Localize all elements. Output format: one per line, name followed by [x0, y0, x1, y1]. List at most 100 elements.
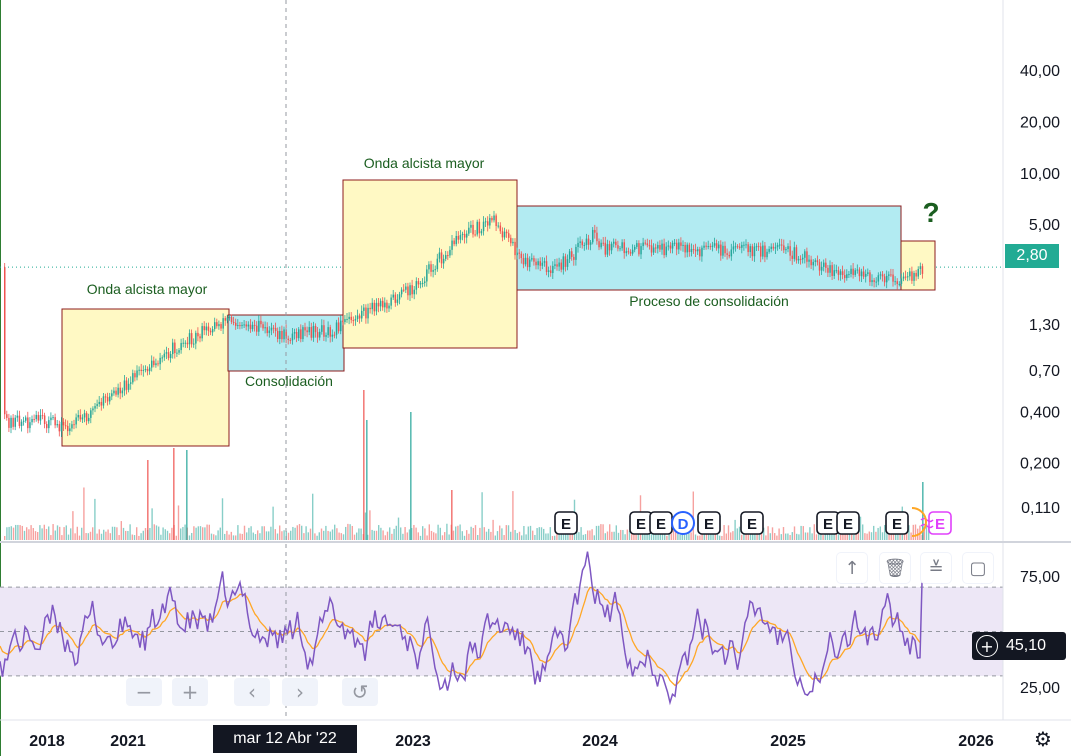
candle-body: [98, 401, 100, 405]
candle-body: [50, 417, 52, 421]
volume-bar: [92, 527, 94, 540]
earnings-marker[interactable]: D: [671, 511, 695, 535]
earnings-marker[interactable]: E: [928, 511, 952, 535]
volume-bar: [191, 532, 193, 540]
volume-histogram: [4, 390, 930, 540]
arrow-up-icon[interactable]: ↑: [837, 553, 867, 583]
marker-letter: E: [704, 516, 714, 533]
earnings-marker[interactable]: E: [885, 511, 909, 535]
trash-icon[interactable]: 🗑: [880, 553, 910, 583]
volume-bar: [307, 532, 309, 540]
candle-body: [554, 264, 556, 266]
volume-bar: [686, 532, 688, 540]
volume-bar: [122, 527, 125, 540]
candle-body: [58, 424, 61, 432]
candle-body: [361, 310, 363, 319]
candle-body: [703, 245, 705, 248]
volume-bar: [221, 498, 224, 540]
volume-bar: [868, 531, 870, 540]
volume-bar: [701, 531, 703, 540]
candle-body: [453, 240, 455, 245]
candle-body: [478, 221, 481, 234]
volume-bar: [430, 530, 433, 540]
earnings-marker[interactable]: E: [740, 511, 764, 535]
add-plus-icon[interactable]: +: [976, 635, 998, 657]
annotation-box: [61, 308, 230, 447]
volume-bar: [730, 532, 732, 540]
gear-icon[interactable]: ⚙: [1034, 727, 1052, 751]
plus-icon[interactable]: +: [172, 678, 208, 706]
volume-bar: [688, 532, 690, 540]
volume-bar: [510, 531, 512, 540]
time-tick-label: 2024: [582, 733, 618, 750]
reset-icon[interactable]: ↺: [342, 678, 378, 706]
collapse-icon[interactable]: ≚: [921, 553, 951, 583]
volume-bar: [287, 532, 290, 540]
candle-body: [130, 382, 132, 384]
candle-body: [461, 233, 464, 236]
earnings-marker[interactable]: E: [629, 511, 653, 535]
candle-body: [235, 322, 237, 326]
volume-bar: [239, 533, 241, 540]
volume-bar: [193, 526, 195, 540]
candle-body: [293, 331, 296, 334]
annotation-label: Consolidación: [245, 373, 333, 389]
volume-bar: [28, 529, 30, 540]
volume-bar: [195, 527, 197, 540]
volume-bar: [316, 535, 318, 540]
rsi-value-tag[interactable]: + 45,10: [972, 632, 1066, 660]
candle-body: [174, 342, 176, 354]
volume-bar: [329, 531, 331, 540]
chevron-left-icon[interactable]: ‹: [234, 678, 270, 706]
volume-bar: [525, 534, 527, 540]
volume-bar: [318, 532, 320, 540]
candle-body: [96, 404, 98, 407]
candle-body: [581, 241, 583, 246]
maximize-icon[interactable]: ▢: [963, 553, 993, 583]
candle-body: [214, 322, 216, 330]
volume-bar: [94, 498, 96, 540]
earnings-marker[interactable]: E: [697, 511, 721, 535]
candle-body: [346, 319, 348, 321]
candle-body: [142, 369, 145, 371]
annotation-label: Proceso de consolidación: [629, 293, 789, 309]
earnings-marker[interactable]: E: [836, 511, 860, 535]
candle-body: [736, 246, 739, 248]
candle-body: [728, 254, 730, 257]
candle-body: [739, 246, 741, 248]
candle-body: [783, 245, 785, 251]
volume-bar: [815, 534, 818, 540]
chevron-right-icon[interactable]: ›: [282, 678, 318, 706]
earnings-marker[interactable]: E: [649, 511, 673, 535]
earnings-marker[interactable]: E: [816, 511, 840, 535]
candle-body: [421, 282, 424, 284]
candle-body: [188, 333, 191, 345]
volume-bar: [109, 533, 111, 540]
candle-body: [62, 421, 65, 426]
earnings-marker[interactable]: E: [554, 511, 578, 535]
volume-bar: [670, 533, 672, 540]
volume-bar: [235, 535, 237, 540]
volume-bar: [290, 530, 292, 540]
volume-bar: [276, 533, 279, 540]
candle-body: [186, 342, 189, 345]
candle-body: [289, 339, 292, 341]
candle-body: [155, 363, 157, 366]
candle-body: [684, 244, 686, 253]
volume-bar: [881, 532, 884, 540]
volume-bar: [529, 525, 532, 540]
candle-body: [398, 294, 401, 300]
volume-bar: [556, 528, 558, 540]
candle-body: [913, 272, 915, 281]
minus-icon[interactable]: −: [126, 678, 162, 706]
candle-body: [867, 272, 869, 274]
volume-bar: [591, 529, 593, 540]
candle-body: [508, 233, 510, 238]
volume-bar: [364, 512, 367, 540]
candle-body: [348, 316, 350, 320]
candle-body: [776, 245, 779, 248]
candle-body: [60, 421, 63, 432]
volume-bar: [386, 531, 389, 540]
candle-body: [123, 380, 126, 391]
